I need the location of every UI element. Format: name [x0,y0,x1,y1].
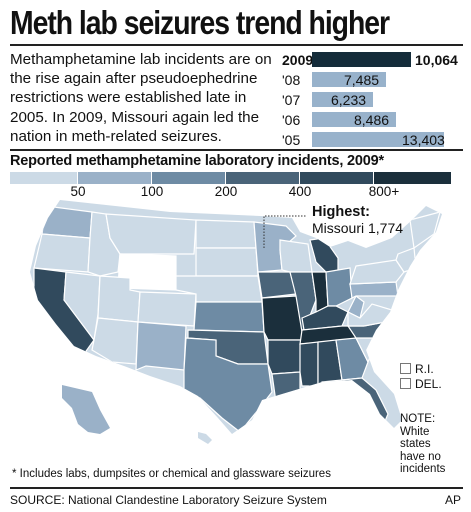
legend-scale-label: 200 [214,184,238,199]
delaware-label: DEL. [415,377,442,391]
trend-year-label: '08 [282,72,301,88]
state-arkansas [267,339,303,375]
trend-value-label: 7,485 [344,72,380,88]
note-line: have no [400,450,441,463]
state-mississippi [299,341,319,387]
legend-swatch [300,172,373,184]
legend-color-scale [10,172,471,184]
state-hawaii [198,432,212,444]
legend-swatch [152,172,225,184]
state-alabama [317,339,343,388]
trend-row: '06 8,486 [282,111,462,129]
state-ohio [325,267,353,307]
headline: Meth lab seizures trend higher [10,4,390,41]
state-wisconsin [279,239,313,273]
trend-bar [312,132,444,147]
state-montana [105,213,197,255]
intro-line: Methamphetamine lab incidents are on [10,51,272,68]
rhode-island-swatch [400,363,411,374]
intro-line: nation in meth-related seizures. [10,127,222,145]
legend-scale-label: 400 [288,184,312,199]
trend-year-label: '06 [282,112,301,128]
trend-year-label: '07 [282,92,301,108]
delaware-key: DEL. [400,377,442,391]
rhode-island-label: R.I. [415,362,434,376]
intro-line: the rise again after pseudoephedrine [10,70,258,88]
state-arizona [91,317,139,365]
state-alaska [62,385,110,434]
trend-value-label: 6,233 [331,92,367,108]
legend-swatch [10,172,77,184]
state-oregon [33,233,91,273]
rhode-island-key: R.I. [400,362,434,376]
trend-value-label: 10,064 [415,52,458,68]
state-pennsylvania [349,281,399,299]
legend-scale-label: 50 [70,184,86,199]
trend-year-label: '05 [282,132,301,148]
note-line: NOTE: [400,413,436,425]
highest-leader-line [263,215,306,248]
legend-swatch [374,172,451,184]
trend-bar [312,72,386,87]
trend-value-label: 8,486 [354,112,390,128]
us-state-map [30,200,442,444]
legend-scale-label: 800+ [368,184,400,199]
highest-value: Missouri 1,774 [312,220,404,236]
state-new-mexico [135,321,187,371]
highest-label: Highest: [312,204,370,220]
note-box: NOTE: White states have no incidents [400,413,445,476]
state-kansas [193,301,265,333]
legend-title: Reported methamphetamine laboratory inci… [10,153,384,169]
credit: AP [444,493,461,507]
bottom-rule [10,487,463,489]
legend-scale-labels: 50 100 200 400 800+ [10,184,470,202]
legend-swatch [78,172,151,184]
note-line: incidents [400,463,446,476]
trend-row: '07 6,233 [282,91,462,109]
intro-line: restrictions were established late in [10,89,247,107]
note-line: states [400,438,431,451]
delaware-swatch [400,378,411,389]
top-rule [10,44,463,46]
state-colorado [137,291,197,327]
state-iowa [257,271,297,299]
yearly-trend-bar-chart: 2009 10,064 '08 7,485 '07 6,233 '06 8,486 '05 13,… [282,51,462,151]
state-washington [41,205,93,239]
trend-year-label: 2009 [282,52,314,68]
state-maine [409,211,441,250]
intro-line: 2005. In 2009, Missouri again led the [10,108,260,126]
middle-rule [10,149,463,151]
legend-swatch [226,172,299,184]
legend-scale-label: 100 [140,184,164,199]
trend-row: '08 7,485 [282,71,462,89]
intro-text: Methamphetamine lab incidents are on the… [10,50,272,146]
trend-value-label: 13,403 [402,132,445,148]
state-south-dakota [195,247,259,277]
state-north-dakota [195,219,257,249]
trend-bar [312,92,373,107]
trend-bar [312,112,396,127]
trend-row: '05 13,403 [282,131,462,149]
source-line: SOURCE: National Clandestine Laboratory … [10,493,327,507]
state-new-york [349,259,405,285]
trend-bar [312,52,411,67]
note-line: White [400,425,430,438]
state-georgia [335,337,369,381]
trend-row: 2009 10,064 [282,51,462,69]
footnote: * Includes labs, dumpsites or chemical a… [12,468,331,480]
